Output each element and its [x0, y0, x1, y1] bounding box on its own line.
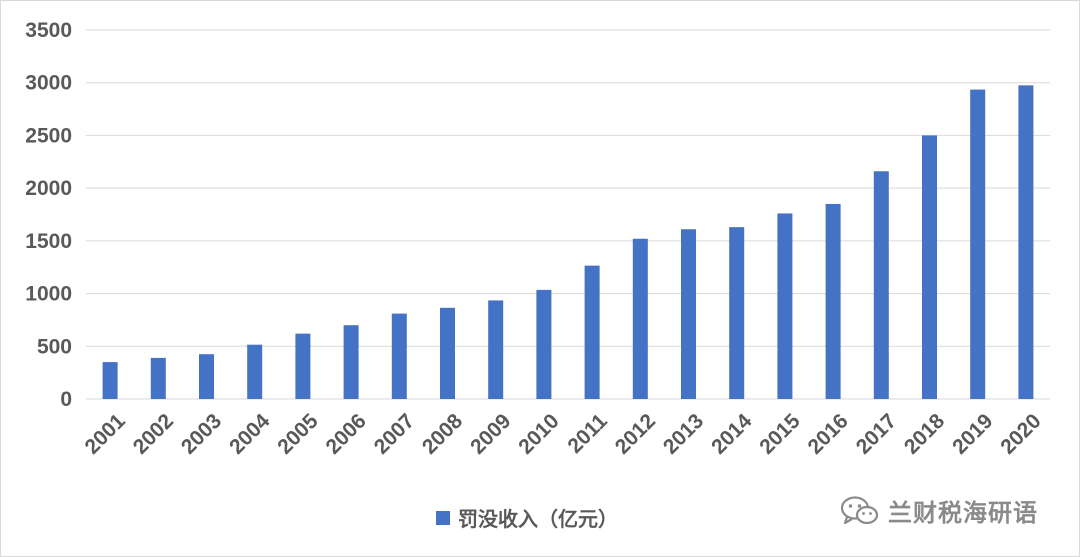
bar: [632, 238, 648, 399]
bar: [536, 289, 552, 399]
y-tick-label: 3500: [25, 19, 72, 42]
x-tick-label: 2008: [418, 409, 468, 459]
bar: [247, 344, 263, 399]
bar: [970, 89, 986, 400]
x-tick-label: 2007: [370, 409, 419, 458]
x-tick-label: 2009: [466, 409, 515, 458]
x-tick-label: 2002: [129, 409, 178, 458]
bar: [391, 313, 407, 399]
x-tick-label: 2006: [322, 409, 371, 458]
x-tick-label: 2017: [852, 409, 901, 458]
x-tick-label: 2014: [707, 409, 757, 459]
y-tick-label: 2500: [25, 124, 72, 147]
x-tick-label: 2011: [563, 409, 612, 458]
y-tick-label: 1500: [25, 230, 72, 253]
bar: [922, 135, 937, 399]
bars: [102, 85, 1034, 400]
x-tick-label: 2016: [804, 409, 853, 458]
bar: [777, 213, 793, 399]
bar: [1018, 85, 1034, 399]
x-tick-label: 2015: [755, 409, 805, 459]
bar: [681, 229, 696, 399]
legend-swatch: [436, 510, 450, 525]
x-tick-label: 2004: [225, 409, 275, 459]
wechat-icon: [840, 495, 879, 524]
bar: [150, 357, 166, 399]
legend: 罚没收入（亿元）: [436, 503, 618, 532]
bar: [199, 354, 214, 399]
x-tick-label: 2020: [996, 409, 1045, 458]
bar: [584, 265, 600, 399]
x-tick-label: 2010: [514, 409, 563, 458]
watermark: 兰财税海研语: [840, 493, 1038, 528]
x-tick-label: 2019: [948, 409, 997, 458]
gridlines: [86, 29, 1050, 400]
bar: [440, 307, 455, 399]
x-tick-label: 2012: [611, 409, 660, 458]
x-tick-label: 2018: [900, 409, 950, 459]
y-tick-label: 500: [37, 335, 72, 358]
bar: [873, 171, 889, 399]
bar: [343, 325, 359, 399]
bar: [102, 362, 118, 399]
y-tick-label: 3000: [25, 72, 72, 95]
bar: [295, 333, 311, 399]
y-tick-label: 0: [60, 388, 72, 411]
bar: [488, 300, 504, 399]
x-tick-label: 2013: [659, 409, 708, 458]
y-tick-label: 2000: [25, 177, 72, 200]
y-tick-label: 1000: [25, 283, 72, 306]
bar: [729, 227, 745, 399]
legend-label: 罚没收入（亿元）: [458, 509, 618, 531]
y-axis-ticks: 0 500 1000 1500 2000 2500 3000 3500: [25, 19, 72, 411]
x-axis-ticks: 2001200220032004200520062007200820092010…: [81, 409, 1046, 459]
x-tick-label: 2001: [81, 409, 131, 459]
x-tick-label: 2003: [177, 409, 226, 458]
x-tick-label: 2005: [273, 409, 323, 459]
bar: [825, 203, 841, 399]
watermark-text: 兰财税海研语: [888, 500, 1038, 527]
